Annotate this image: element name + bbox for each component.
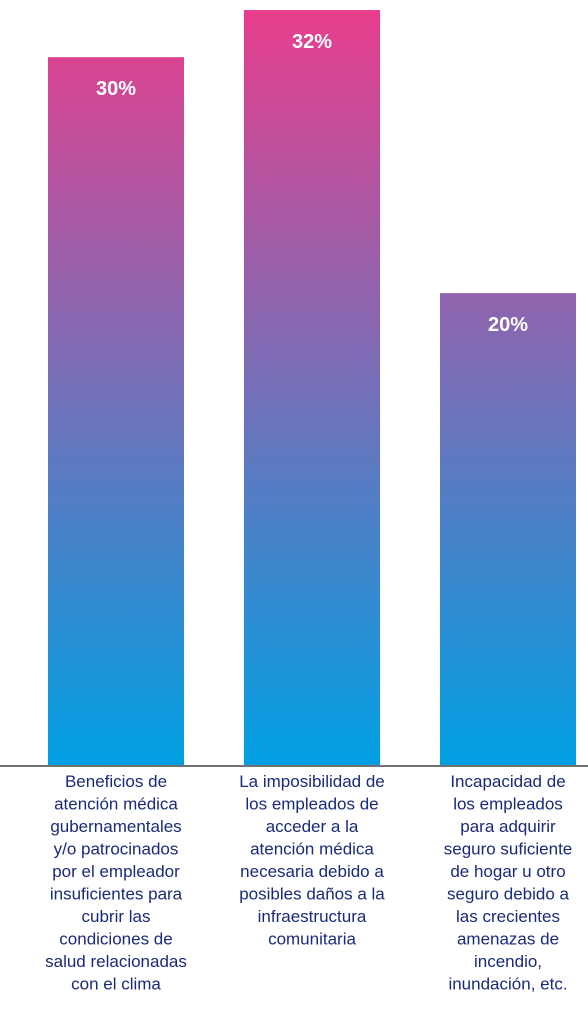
bar-1 [48,57,184,765]
bars-group [48,10,576,765]
bar-2 [244,10,380,765]
category-label-3: Incapacidad de los empleados para adquirir… [444,772,573,994]
data-label-3: 20% [488,314,528,336]
data-label-1: 30% [96,78,136,100]
bar-3 [440,293,576,765]
category-label-1: Beneficios de atención médica gubernamenta… [45,772,187,994]
category-labels-group: Beneficios de atención médica gubernamenta… [45,772,572,994]
data-label-2: 32% [292,31,332,53]
category-label-2: La imposibilidad de los empleados de acced… [239,772,385,949]
data-labels-group: 30% 32% 20% [96,31,528,336]
